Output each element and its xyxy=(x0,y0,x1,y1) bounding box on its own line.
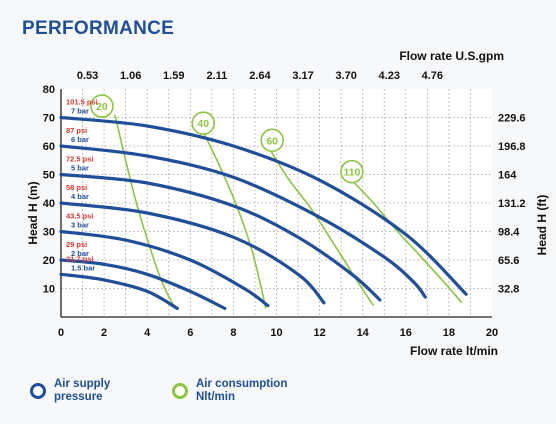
pressure-psi-label: 29 psi xyxy=(66,240,87,249)
green-ring-icon xyxy=(172,383,188,399)
pressure-bar-label: 6 bar xyxy=(71,135,89,144)
pressure-bar-label: 1.5 bar xyxy=(71,263,95,272)
air-consumption-label: 20 xyxy=(96,101,108,113)
x-tick-label: 20 xyxy=(486,327,498,339)
right-tick-label: 131.2 xyxy=(498,198,526,210)
top-tick-label: 3.17 xyxy=(292,70,313,82)
air-consumption-label: 60 xyxy=(266,135,278,147)
pressure-curve-line xyxy=(59,115,468,296)
pressure-curve-line xyxy=(59,201,326,305)
performance-chart: 10 20 30 40 50 60 70 80 0 2 4 6 8 10 12 14 16 18 20 0.53 1.0… xyxy=(26,49,549,358)
top-tick-label: 1.06 xyxy=(120,70,141,82)
x-tick-label: 14 xyxy=(357,327,370,339)
top-tick-label: 0.53 xyxy=(77,70,98,82)
top-tick-label: 3.70 xyxy=(335,70,356,82)
air-consumption-line xyxy=(351,179,463,304)
air-consumption-label: 110 xyxy=(343,167,360,179)
air-consumption-line xyxy=(114,114,176,309)
x-tick-label: 0 xyxy=(58,327,64,339)
legend-label-line1: Air supply xyxy=(54,378,111,390)
x-tick-label: 6 xyxy=(187,327,193,339)
top-tick-label: 4.23 xyxy=(379,70,400,82)
page-title: PERFORMANCE xyxy=(22,18,175,39)
right-axis-title: Head H (ft) xyxy=(535,195,549,256)
pressure-bar-label: 5 bar xyxy=(71,164,89,173)
pressure-psi-label: 101.5 psi xyxy=(66,98,98,107)
top-axis-title: Flow rate U.S.gpm xyxy=(399,49,504,63)
y-tick-label: 80 xyxy=(43,84,55,96)
legend-label-line2: pressure xyxy=(54,391,103,403)
right-tick-label: 164 xyxy=(498,170,517,182)
pressure-psi-label: 21.7 psi xyxy=(66,254,94,263)
right-tick-label: 65.6 xyxy=(498,255,519,267)
right-tick-label: 98.4 xyxy=(498,227,520,239)
pressure-psi-label: 87 psi xyxy=(66,126,87,135)
pressure-curve-line xyxy=(59,172,382,302)
y-tick-label: 70 xyxy=(43,113,55,125)
air-consumption-line xyxy=(202,131,267,309)
y-tick-label: 10 xyxy=(43,284,55,296)
x-tick-label: 4 xyxy=(144,327,151,339)
air-consumption-marker xyxy=(191,111,216,135)
pressure-psi-label: 58 psi xyxy=(66,183,87,192)
pressure-curve-line xyxy=(59,229,270,308)
right-tick-label: 229.6 xyxy=(498,113,526,125)
air-consumption-line xyxy=(267,145,375,307)
top-tick-label: 1.59 xyxy=(163,70,184,82)
y-tick-label: 50 xyxy=(43,170,55,182)
pressure-psi-label: 43.5 psi xyxy=(66,212,94,221)
pressure-bar-label: 2 bar xyxy=(71,249,89,258)
pressure-curve-line xyxy=(59,258,227,310)
pressure-bar-label: 3 bar xyxy=(71,221,89,230)
top-tick-label: 2.64 xyxy=(249,70,271,82)
x-tick-label: 18 xyxy=(443,327,455,339)
pressure-curve-line xyxy=(59,272,179,310)
air-consumption-marker xyxy=(340,159,364,184)
air-consumption-marker xyxy=(90,94,114,118)
blue-ring-icon xyxy=(30,383,46,399)
y-axis-title: Head H (m) xyxy=(26,181,40,244)
pressure-bar-label: 4 bar xyxy=(71,192,89,201)
x-tick-label: 8 xyxy=(230,327,236,339)
legend-label-line1: Air consumption xyxy=(196,378,288,390)
legend-item-air-supply: Air supply pressure xyxy=(30,378,164,404)
right-tick-label: 32.8 xyxy=(498,284,519,296)
legend-item-air-consumption: Air consumption Nlt/min xyxy=(172,378,306,404)
y-tick-label: 20 xyxy=(43,255,55,267)
air-consumption-label: 40 xyxy=(197,118,209,130)
y-tick-label: 30 xyxy=(43,227,55,239)
top-tick-label: 4.76 xyxy=(422,70,443,82)
x-axis-title: Flow rate lt/min xyxy=(410,344,498,358)
pressure-bar-label: 7 bar xyxy=(71,107,89,116)
x-tick-label: 12 xyxy=(313,327,325,339)
pressure-curve-line xyxy=(59,144,427,299)
top-tick-label: 2.11 xyxy=(206,70,227,82)
y-tick-label: 60 xyxy=(43,141,55,153)
x-tick-label: 10 xyxy=(270,327,282,339)
x-tick-label: 2 xyxy=(101,327,107,339)
right-tick-label: 196.8 xyxy=(498,141,526,153)
pressure-psi-label: 72.5 psi xyxy=(66,155,94,164)
y-tick-label: 40 xyxy=(43,198,55,210)
legend-label-line2: Nlt/min xyxy=(196,391,235,403)
air-consumption-marker xyxy=(260,128,284,153)
x-tick-label: 16 xyxy=(400,327,412,339)
